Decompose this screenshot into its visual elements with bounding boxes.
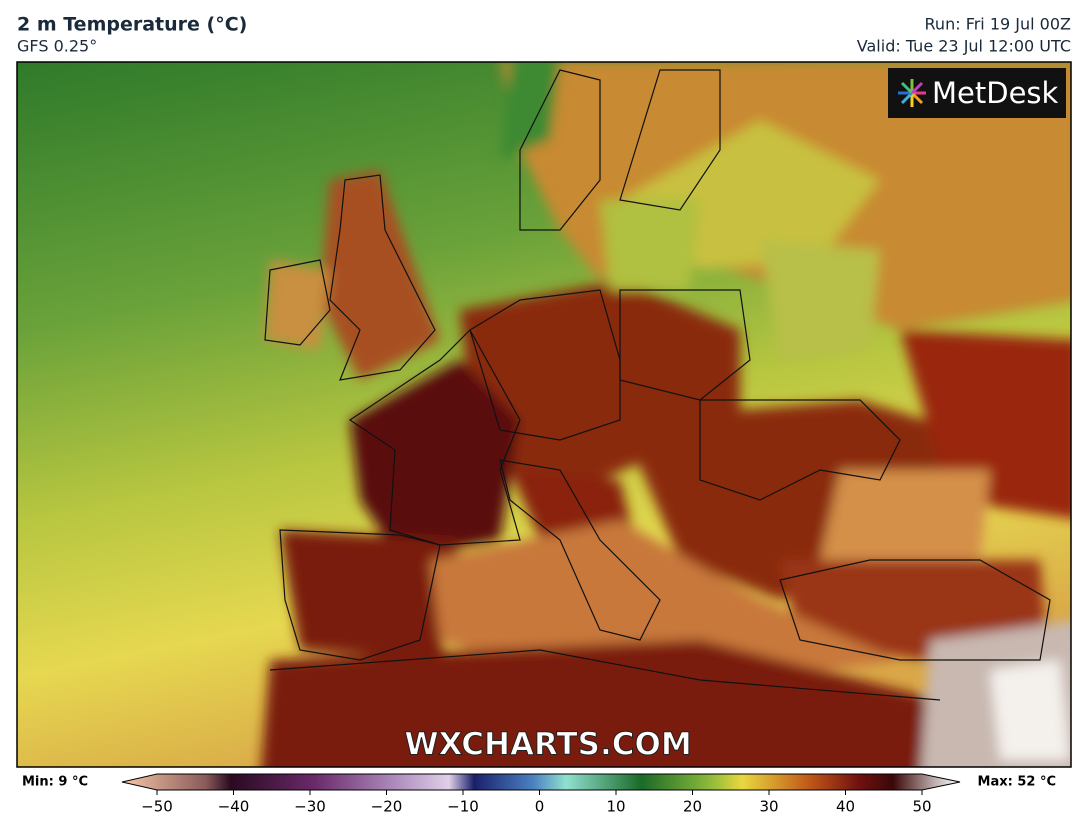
run-time: Run: Fri 19 Jul 00Z <box>925 15 1072 34</box>
colorbar-tick-label: −40 <box>218 798 250 816</box>
colorbar-tick-label: 40 <box>836 798 855 816</box>
logo-icon <box>898 79 926 107</box>
logo-text: MetDesk <box>932 76 1059 110</box>
colorbar-tick-label: −20 <box>371 798 403 816</box>
map-frame <box>16 61 1072 768</box>
max-label: Max: 52 °C <box>978 775 1056 790</box>
min-label: Min: 9 °C <box>22 775 88 790</box>
subtitle: GFS 0.25° <box>17 37 97 56</box>
title: 2 m Temperature (°C) <box>17 14 247 36</box>
colorbar-tick-label: 30 <box>759 798 778 816</box>
map: MetDesk WXCHARTS.COM <box>17 62 1071 767</box>
colorbar-tick-label: 0 <box>535 798 545 816</box>
colorbar-tick-label: 10 <box>606 798 625 816</box>
colorbar <box>121 773 961 791</box>
colorbar-tick-label: −10 <box>447 798 479 816</box>
colorbar-tick-label: 20 <box>683 798 702 816</box>
watermark: WXCHARTS.COM <box>404 727 691 763</box>
colorbar-tick-label: −50 <box>141 798 173 816</box>
valid-time: Valid: Tue 23 Jul 12:00 UTC <box>857 37 1071 56</box>
colorbar-tick-label: 50 <box>912 798 931 816</box>
colorbar-tick-label: −30 <box>294 798 326 816</box>
